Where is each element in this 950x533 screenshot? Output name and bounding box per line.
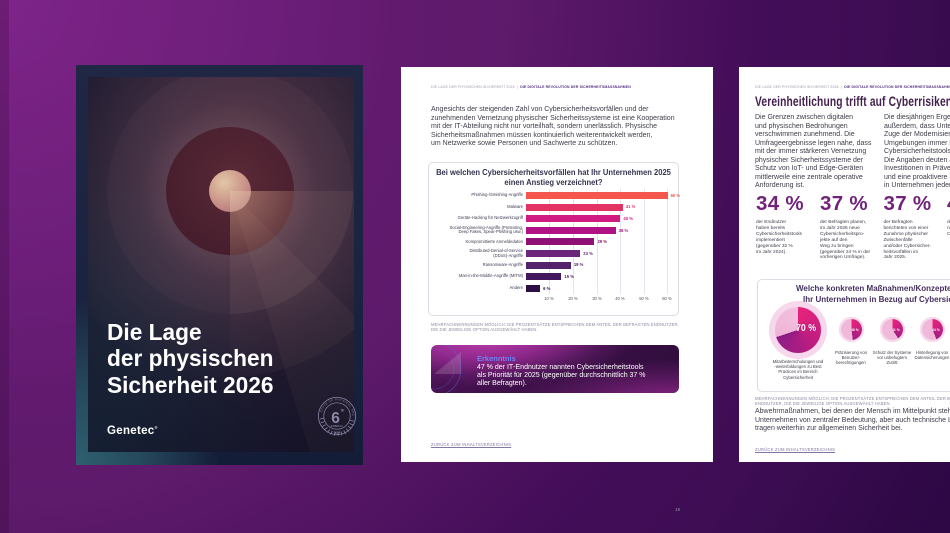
svg-text:6: 6 xyxy=(331,409,340,426)
svg-text:th: th xyxy=(340,408,344,412)
svg-text:ANNUAL: ANNUAL xyxy=(330,423,343,427)
svg-text:2026: 2026 xyxy=(333,430,340,434)
